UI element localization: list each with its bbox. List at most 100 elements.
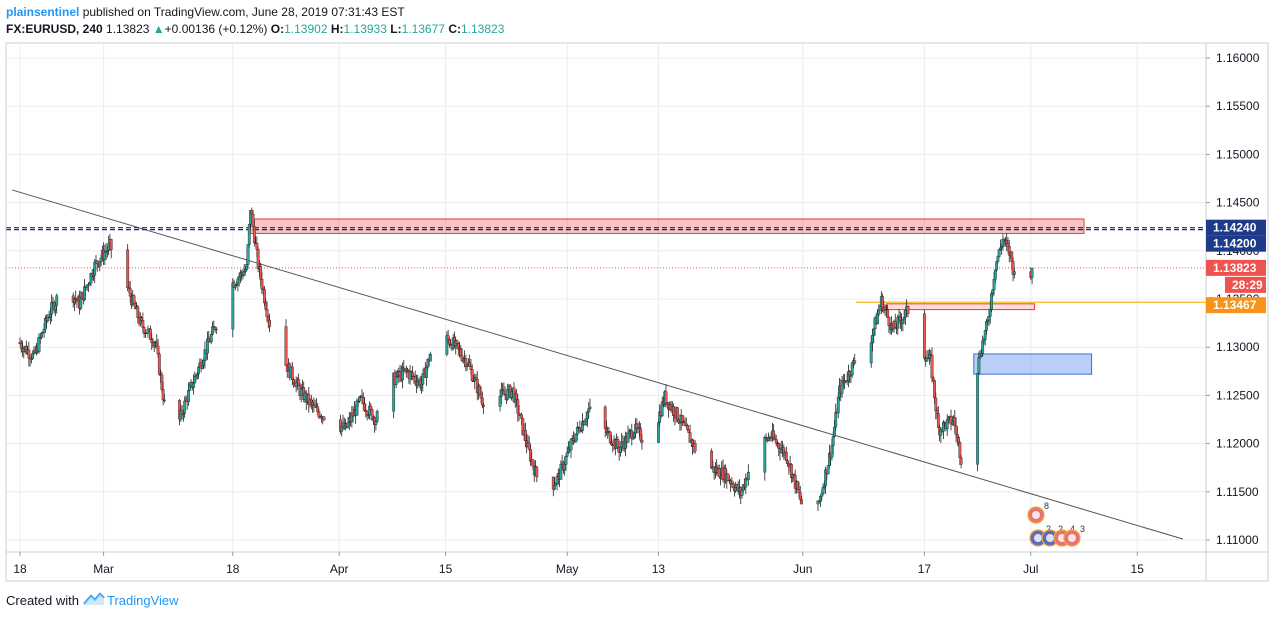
candle-body (934, 397, 938, 411)
candle-body (578, 427, 582, 432)
us-flag-icon[interactable]: 8 (1027, 501, 1049, 524)
candle-body (187, 390, 190, 403)
candle-body (413, 376, 417, 382)
candle-body (1005, 240, 1009, 245)
y-tick-label: 1.12500 (1216, 388, 1260, 402)
candle-body (553, 485, 556, 490)
y-tick-label: 1.14500 (1216, 196, 1260, 210)
candle-body (555, 476, 559, 484)
candle-body (945, 419, 949, 429)
event-count: 8 (1044, 501, 1049, 511)
candle-body (429, 353, 432, 362)
candle-body (126, 249, 130, 289)
x-tick-label: 13 (652, 562, 666, 576)
candle-body (502, 390, 506, 395)
candle-body (255, 243, 259, 250)
candle-body (346, 422, 350, 428)
candle-body (252, 226, 256, 244)
candle-body (420, 384, 423, 388)
price-label: 28:29 (1232, 278, 1263, 292)
candle-body (681, 415, 684, 422)
candle-body (256, 249, 260, 270)
candle-body (565, 452, 569, 457)
candle-body (717, 468, 721, 478)
candle-body (162, 399, 166, 401)
candle-body (527, 442, 531, 450)
candle-body (995, 261, 999, 271)
candle-body (819, 496, 822, 502)
candle-body (421, 373, 425, 385)
candle-body (820, 493, 824, 497)
candle-body (458, 347, 461, 350)
candle-body (726, 473, 730, 481)
candle-body (468, 362, 472, 367)
candle-body (98, 261, 102, 267)
candle-body (993, 269, 997, 280)
candle-body (947, 417, 950, 420)
tradingview-logo-icon[interactable] (83, 592, 105, 609)
candle-body (79, 298, 83, 309)
candle-body (200, 364, 204, 369)
candle-body (850, 362, 854, 376)
candle-body (361, 396, 365, 405)
candle-body (796, 481, 800, 490)
candle-body (317, 411, 321, 418)
created-with-text: Created with (6, 593, 79, 608)
candle-body (569, 439, 573, 451)
candle-body (459, 349, 463, 356)
author-name[interactable]: plainsentinel (6, 5, 80, 19)
eu-flag-icon[interactable]: 2 (1029, 524, 1051, 547)
candle-body (268, 319, 271, 327)
symbol-info: FX:EURUSD, 240 1.13823 ▲+0.00136 (+0.12%… (6, 22, 504, 36)
candle-body (18, 342, 22, 344)
candle-body (763, 437, 767, 473)
flag-center (1068, 534, 1076, 542)
candle-body (779, 449, 783, 453)
symbol-name: FX:EURUSD, 240 (6, 22, 103, 36)
candle-body (574, 434, 578, 442)
candle-body (676, 407, 679, 421)
candle-body (209, 333, 213, 342)
candle-body (906, 306, 910, 314)
candle-body (632, 432, 636, 438)
candle-body (876, 314, 879, 325)
resistance-zone (249, 218, 1085, 234)
candle-body (710, 450, 714, 469)
us-flag-icon[interactable]: 3 (1063, 524, 1085, 547)
candles (18, 207, 1034, 512)
candle-body (687, 429, 691, 433)
candle-body (583, 421, 587, 425)
annotation-lines (6, 189, 1206, 540)
candle-body (572, 438, 575, 441)
candle-body (22, 348, 26, 352)
candle-body (772, 430, 776, 439)
candle-body (942, 421, 945, 432)
candle-body (31, 353, 35, 359)
candle-body (192, 382, 195, 388)
candle-body (55, 295, 59, 306)
y-tick-label: 1.11500 (1216, 485, 1259, 499)
candle-body (99, 257, 103, 262)
candle-body (786, 460, 790, 464)
x-tick-label: 18 (13, 562, 27, 576)
candle-body (631, 436, 635, 440)
candle-body (853, 360, 857, 364)
time-axis[interactable]: 18 Mar 18 Apr 15 May 13 Jun 17 Jul 15 (13, 552, 1144, 576)
candle-body (834, 411, 838, 428)
candle-body (510, 390, 513, 398)
candle-body (640, 439, 644, 443)
candle-body (871, 335, 874, 344)
candle-body (358, 396, 361, 402)
tradingview-brand[interactable]: TradingView (106, 593, 179, 608)
price-label-bg (1206, 219, 1266, 236)
candle-body (95, 260, 99, 265)
event-badges[interactable]: 82 2 4 3 (1027, 501, 1085, 547)
candle-body (686, 425, 689, 430)
candle-body (107, 243, 111, 251)
candle-body (142, 327, 146, 334)
candle-body (50, 302, 54, 315)
candle-body (157, 353, 161, 375)
candle-body (798, 492, 802, 500)
candle-body (290, 366, 294, 381)
